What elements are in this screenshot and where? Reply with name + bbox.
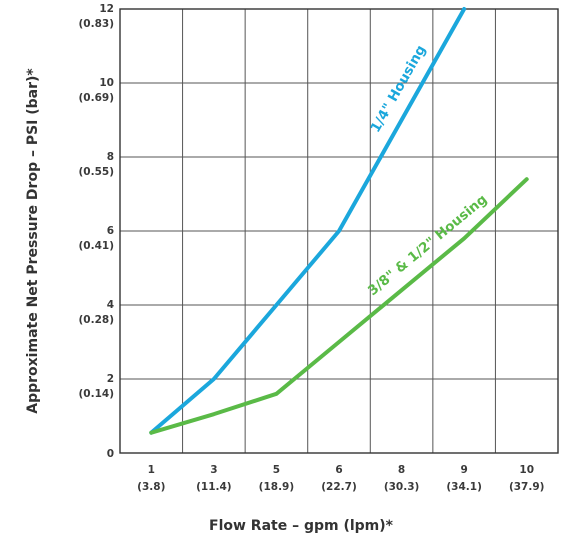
y-tick-bar: (0.14) — [78, 388, 114, 400]
x-tick-gpm: 3 — [210, 464, 217, 476]
y-tick-bar: (0.41) — [78, 240, 114, 252]
x-tick-gpm: 10 — [519, 464, 534, 476]
y-axis-title: Approximate Net Pressure Drop – PSI (bar… — [25, 68, 41, 414]
x-tick-lpm: (22.7) — [321, 481, 357, 493]
x-tick-lpm: (11.4) — [196, 481, 232, 493]
x-tick-lpm: (37.9) — [509, 481, 545, 493]
x-tick-lpm: (3.8) — [137, 481, 165, 493]
y-tick-bar: (0.83) — [78, 18, 114, 30]
y-tick-psi: 0 — [107, 448, 114, 460]
y-tick-psi: 8 — [107, 151, 114, 163]
x-axis-ticks: 1 (3.8) 3 (11.4) 5 (18.9) 6 (22.7) 8 (30.3) 9 (34.1… — [137, 464, 544, 493]
chart-grid — [119, 8, 559, 454]
series-line-quarter-inch-housing — [149, 7, 467, 435]
y-tick-bar: (0.55) — [78, 166, 114, 178]
y-tick-psi: 12 — [99, 3, 114, 15]
y-axis-ticks: 0 2 (0.14) 4 (0.28) 6 (0.41) 8 (0.55) 10 (0.69) 12 (… — [78, 3, 114, 460]
x-tick-gpm: 6 — [335, 464, 342, 476]
x-tick-gpm: 8 — [398, 464, 405, 476]
series-lines — [149, 7, 529, 435]
x-tick-gpm: 9 — [460, 464, 467, 476]
y-tick-psi: 2 — [107, 373, 114, 385]
y-tick-psi: 10 — [99, 77, 114, 89]
x-tick-lpm: (34.1) — [446, 481, 482, 493]
x-axis-title: Flow Rate – gpm (lpm)* — [209, 518, 394, 534]
y-tick-psi: 4 — [107, 299, 114, 311]
series-line-three-eighths-half-inch-housing — [149, 177, 529, 435]
series-label-three-eighths-half-inch-housing: 3/8" & 1/2" Housing — [365, 191, 490, 299]
plot-frame — [119, 8, 559, 454]
y-tick-psi: 6 — [107, 225, 114, 237]
x-tick-gpm: 5 — [273, 464, 280, 476]
y-tick-bar: (0.28) — [78, 314, 114, 326]
x-tick-lpm: (18.9) — [259, 481, 295, 493]
x-tick-gpm: 1 — [148, 464, 155, 476]
y-tick-bar: (0.69) — [78, 92, 114, 104]
x-tick-lpm: (30.3) — [384, 481, 420, 493]
